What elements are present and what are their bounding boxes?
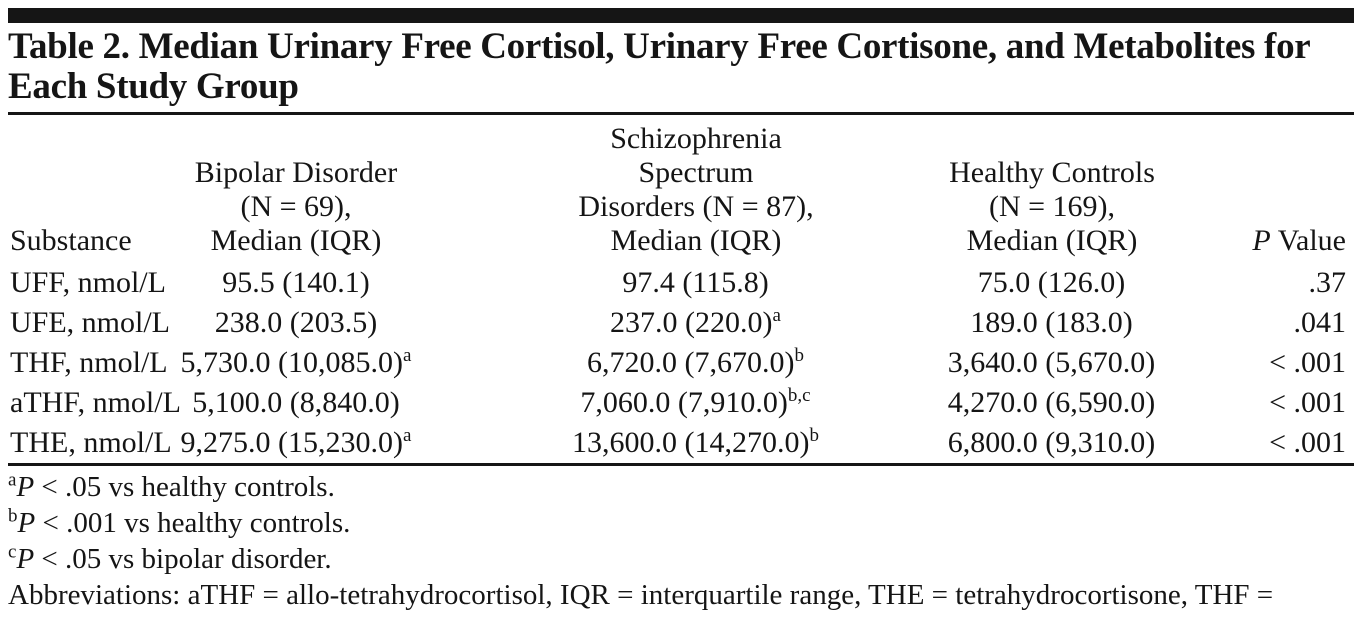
table-row-uff: UFF, nmol/L 95.5 (140.1) 97.4 (115.8) 75… (8, 263, 1354, 303)
header-line: (N = 69), (240, 190, 352, 223)
footnote-marker: c (8, 541, 17, 563)
column-header-bipolar: Bipolar Disorder (N = 69), Median (IQR) (176, 115, 416, 263)
p-value-cell: .37 (1308, 266, 1347, 299)
bipolar-cell: 9,275.0 (15,230.0)a (176, 423, 416, 463)
header-row: Substance Bipolar Disorder (N = 69), Med… (8, 115, 1354, 263)
p-value-italic: P (1252, 224, 1271, 257)
column-header-substance: Substance (10, 224, 132, 257)
header-line: Median (IQR) (966, 224, 1138, 257)
schizophrenia-cell: 13,600.0 (14,270.0)b (416, 423, 836, 463)
cell-value: 189.0 (183.0) (970, 306, 1133, 339)
header-line: Disorders (N = 87), (578, 190, 814, 223)
title-divider-rule (8, 112, 1354, 115)
bipolar-cell: 238.0 (203.5) (176, 303, 416, 343)
cell-value: 3,640.0 (5,670.0) (947, 346, 1156, 379)
cell-value: 97.4 (115.8) (622, 266, 769, 299)
bipolar-cell: 5,730.0 (10,085.0)a (176, 343, 416, 383)
footnote-text: < .05 vs healthy controls. (34, 471, 335, 503)
column-header-p-value: P Value (1188, 115, 1354, 263)
healthy-cell: 4,270.0 (6,590.0) (836, 383, 1188, 423)
cell-value: 6,800.0 (9,310.0) (947, 426, 1156, 459)
cell-superscript: b (809, 425, 819, 446)
column-header-schizophrenia: Schizophrenia Spectrum Disorders (N = 87… (416, 115, 836, 263)
cell-superscript: b,c (787, 385, 811, 406)
header-line: Median (IQR) (610, 224, 782, 257)
cell-value: 75.0 (126.0) (977, 266, 1126, 299)
header-line: Healthy Controls (949, 156, 1155, 189)
healthy-cell: 3,640.0 (5,670.0) (836, 343, 1188, 383)
p-value-cell: .041 (1293, 306, 1347, 339)
footnotes: aP < .05 vs healthy controls. bP < .001 … (8, 466, 1354, 618)
healthy-cell: 6,800.0 (9,310.0) (836, 423, 1188, 463)
healthy-cell: 189.0 (183.0) (836, 303, 1188, 343)
table-body: UFF, nmol/L 95.5 (140.1) 97.4 (115.8) 75… (8, 263, 1354, 463)
cell-value: 4,270.0 (6,590.0) (947, 386, 1156, 419)
p-value-cell: < .001 (1269, 346, 1346, 379)
footnote-p-italic: P (16, 543, 35, 575)
cell-superscript: a (772, 305, 781, 326)
header-line: Median (IQR) (210, 224, 382, 257)
footnote-p-italic: P (17, 507, 36, 539)
footnote-text: < .001 vs healthy controls. (35, 507, 351, 539)
cell-value: 13,600.0 (14,270.0) (572, 426, 810, 459)
p-value-rest: Value (1270, 224, 1346, 257)
header-line: Schizophrenia Spectrum (610, 122, 782, 189)
header-line: Bipolar Disorder (194, 156, 398, 189)
schizophrenia-cell: 97.4 (115.8) (416, 263, 836, 303)
bipolar-cell: 5,100.0 (8,840.0) (176, 383, 416, 423)
substance-cell: UFE, nmol/L (10, 306, 171, 339)
footnote-a: aP < .05 vs healthy controls. (8, 469, 1354, 505)
substance-cell: UFF, nmol/L (10, 266, 166, 299)
footnote-text: < .05 vs bipolar disorder. (34, 543, 332, 575)
data-table: Substance Bipolar Disorder (N = 69), Med… (8, 115, 1354, 463)
footnote-p-italic: P (16, 471, 35, 503)
footnote-b: bP < .001 vs healthy controls. (8, 505, 1354, 541)
cell-value: 5,100.0 (8,840.0) (192, 386, 400, 419)
schizophrenia-cell: 6,720.0 (7,670.0)b (416, 343, 836, 383)
cell-superscript: b (794, 345, 804, 366)
table-row-ufe: UFE, nmol/L 238.0 (203.5) 237.0 (220.0)a… (8, 303, 1354, 343)
substance-cell: THE, nmol/L (10, 426, 172, 459)
cell-value: 6,720.0 (7,670.0) (587, 346, 795, 379)
footnote-marker: a (8, 469, 17, 491)
table-title: Table 2. Median Urinary Free Cortisol, U… (8, 26, 1310, 107)
cell-value: 7,060.0 (7,910.0) (580, 386, 788, 419)
cell-value: 5,730.0 (10,085.0) (180, 346, 404, 379)
cell-value: 9,275.0 (15,230.0) (180, 426, 404, 459)
top-thick-rule (8, 8, 1354, 23)
substance-cell: THF, nmol/L (10, 346, 168, 379)
substance-cell: aTHF, nmol/L (10, 386, 181, 419)
cell-value: 237.0 (220.0) (610, 306, 773, 339)
cell-value: 95.5 (140.1) (222, 266, 370, 299)
schizophrenia-cell: 7,060.0 (7,910.0)b,c (416, 383, 836, 423)
p-value-cell: < .001 (1269, 386, 1346, 419)
header-line: (N = 169), (988, 190, 1116, 223)
table-row-the: THE, nmol/L 9,275.0 (15,230.0)a 13,600.0… (8, 423, 1354, 463)
table-row-thf: THF, nmol/L 5,730.0 (10,085.0)a 6,720.0 … (8, 343, 1354, 383)
cell-superscript: a (403, 345, 412, 366)
body-footnote-divider-rule (8, 463, 1354, 466)
footnote-marker: b (8, 505, 18, 527)
p-value-cell: < .001 (1269, 426, 1346, 459)
footnote-c: cP < .05 vs bipolar disorder. (8, 541, 1354, 577)
cell-superscript: a (403, 425, 412, 446)
bipolar-cell: 95.5 (140.1) (176, 263, 416, 303)
healthy-cell: 75.0 (126.0) (836, 263, 1188, 303)
abbreviations-note: Abbreviations: aTHF = allo-tetrahydrocor… (8, 579, 1274, 618)
table-row-athf: aTHF, nmol/L 5,100.0 (8,840.0) 7,060.0 (… (8, 383, 1354, 423)
schizophrenia-cell: 237.0 (220.0)a (416, 303, 836, 343)
table-header: Substance Bipolar Disorder (N = 69), Med… (8, 115, 1354, 263)
column-header-healthy-controls: Healthy Controls (N = 169), Median (IQR) (836, 115, 1188, 263)
cell-value: 238.0 (203.5) (214, 306, 378, 339)
